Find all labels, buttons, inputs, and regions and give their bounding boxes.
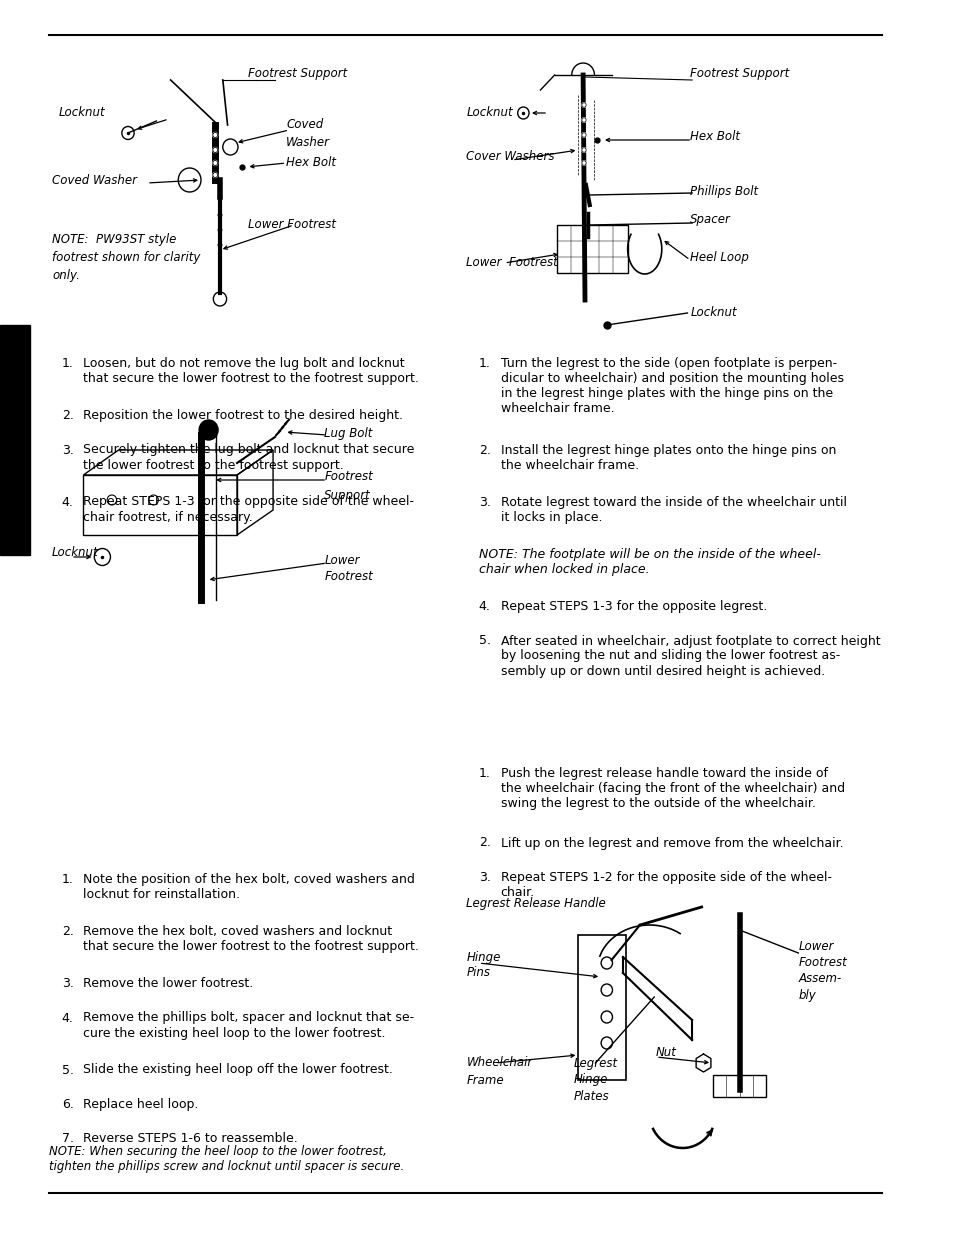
Text: Footrest Support: Footrest Support bbox=[248, 67, 347, 79]
Text: Footrest: Footrest bbox=[324, 571, 373, 583]
Circle shape bbox=[581, 117, 585, 122]
Text: Phillips Bolt: Phillips Bolt bbox=[690, 184, 758, 198]
Text: Footrest: Footrest bbox=[324, 471, 373, 483]
Text: 5.: 5. bbox=[478, 635, 490, 647]
Text: Locknut: Locknut bbox=[466, 106, 513, 120]
Text: Remove the lower footrest.: Remove the lower footrest. bbox=[83, 977, 253, 990]
Circle shape bbox=[213, 173, 217, 178]
Text: Lower  Footrest: Lower Footrest bbox=[466, 257, 558, 269]
Text: Repeat STEPS 1-2 for the opposite side of the wheel-
chair.: Repeat STEPS 1-2 for the opposite side o… bbox=[500, 871, 831, 899]
Text: Loosen, but do not remove the lug bolt and locknut
that secure the lower footres: Loosen, but do not remove the lug bolt a… bbox=[83, 357, 419, 385]
Text: Hex Bolt: Hex Bolt bbox=[690, 131, 740, 143]
Text: 3.: 3. bbox=[62, 977, 73, 990]
Text: Lift up on the legrest and remove from the wheelchair.: Lift up on the legrest and remove from t… bbox=[500, 836, 842, 850]
Text: Pins: Pins bbox=[466, 967, 490, 979]
Text: Securely tighten the lug bolt and locknut that secure
the lower footrest to the : Securely tighten the lug bolt and locknu… bbox=[83, 443, 415, 472]
Text: Install the legrest hinge plates onto the hinge pins on
the wheelchair frame.: Install the legrest hinge plates onto th… bbox=[500, 445, 835, 472]
Text: Locknut: Locknut bbox=[690, 306, 736, 320]
Text: 1.: 1. bbox=[478, 357, 490, 370]
Text: 4.: 4. bbox=[62, 495, 73, 509]
Text: After seated in wheelchair, adjust footplate to correct height
by loosening the : After seated in wheelchair, adjust footp… bbox=[500, 635, 880, 678]
Text: 3.: 3. bbox=[478, 496, 490, 509]
Bar bbox=[578, 935, 625, 1079]
Text: 2.: 2. bbox=[62, 925, 73, 939]
Circle shape bbox=[581, 161, 585, 165]
Bar bbox=[0, 325, 30, 555]
Text: Lower: Lower bbox=[798, 941, 833, 953]
Text: 2.: 2. bbox=[478, 445, 490, 457]
Circle shape bbox=[213, 132, 217, 137]
Text: Repeat STEPS 1-3 for the opposite legrest.: Repeat STEPS 1-3 for the opposite legres… bbox=[500, 600, 766, 613]
Text: 7.: 7. bbox=[62, 1132, 73, 1146]
Text: Remove the phillips bolt, spacer and locknut that se-
cure the existing heel loo: Remove the phillips bolt, spacer and loc… bbox=[83, 1011, 415, 1040]
Text: Wheelchair: Wheelchair bbox=[466, 1056, 532, 1070]
Text: Lower Footrest: Lower Footrest bbox=[248, 219, 336, 231]
Text: Hinge: Hinge bbox=[466, 951, 500, 963]
Text: Locknut: Locknut bbox=[52, 547, 99, 559]
Text: Legrest: Legrest bbox=[573, 1056, 618, 1070]
Text: Support: Support bbox=[324, 489, 371, 501]
Circle shape bbox=[213, 161, 217, 165]
Text: bly: bly bbox=[798, 988, 815, 1002]
Text: 1.: 1. bbox=[62, 873, 73, 885]
Text: Spacer: Spacer bbox=[690, 214, 730, 226]
Text: Locknut: Locknut bbox=[59, 106, 105, 120]
Text: Cover Washers: Cover Washers bbox=[466, 151, 555, 163]
Text: Frame: Frame bbox=[466, 1073, 503, 1087]
Text: 3.: 3. bbox=[478, 871, 490, 884]
Circle shape bbox=[581, 148, 585, 152]
Circle shape bbox=[581, 133, 585, 137]
Text: 1.: 1. bbox=[478, 767, 490, 781]
Text: 3.: 3. bbox=[62, 443, 73, 457]
Text: Replace heel loop.: Replace heel loop. bbox=[83, 1098, 198, 1112]
Text: Note the position of the hex bolt, coved washers and
locknut for reinstallation.: Note the position of the hex bolt, coved… bbox=[83, 873, 415, 902]
Text: Repeat STEPS 1-3 for the opposite side of the wheel-
chair footrest, if necessar: Repeat STEPS 1-3 for the opposite side o… bbox=[83, 495, 414, 524]
Text: NOTE:  PW93ST style
footrest shown for clarity
only.: NOTE: PW93ST style footrest shown for cl… bbox=[52, 233, 200, 282]
Text: Slide the existing heel loop off the lower footrest.: Slide the existing heel loop off the low… bbox=[83, 1063, 393, 1077]
Text: 6.: 6. bbox=[62, 1098, 73, 1112]
Circle shape bbox=[199, 420, 218, 440]
Text: Assem-: Assem- bbox=[798, 972, 841, 986]
Circle shape bbox=[213, 147, 217, 152]
Text: Reposition the lower footrest to the desired height.: Reposition the lower footrest to the des… bbox=[83, 409, 403, 422]
Text: Rotate legrest toward the inside of the wheelchair until
it locks in place.: Rotate legrest toward the inside of the … bbox=[500, 496, 845, 524]
Text: Footrest: Footrest bbox=[798, 956, 846, 969]
Text: Lower: Lower bbox=[324, 553, 359, 567]
Text: Coved Washer: Coved Washer bbox=[52, 173, 137, 186]
Text: Hinge: Hinge bbox=[573, 1073, 607, 1087]
Text: 2.: 2. bbox=[478, 836, 490, 850]
Text: Hex Bolt: Hex Bolt bbox=[286, 157, 336, 169]
Text: 5.: 5. bbox=[62, 1063, 73, 1077]
Text: 4.: 4. bbox=[62, 1011, 73, 1025]
Text: Heel Loop: Heel Loop bbox=[690, 251, 748, 263]
Text: Legrest Release Handle: Legrest Release Handle bbox=[466, 897, 605, 910]
Text: Coved: Coved bbox=[286, 119, 323, 131]
Text: NOTE: The footplate will be on the inside of the wheel-
chair when locked in pla: NOTE: The footplate will be on the insid… bbox=[478, 548, 820, 576]
Text: 4.: 4. bbox=[478, 600, 490, 613]
Text: Nut: Nut bbox=[656, 1046, 677, 1060]
Text: 1.: 1. bbox=[62, 357, 73, 370]
Text: Footrest Support: Footrest Support bbox=[690, 67, 789, 79]
Bar bbox=[556, 225, 627, 273]
Text: Turn the legrest to the side (open footplate is perpen-
dicular to wheelchair) a: Turn the legrest to the side (open footp… bbox=[500, 357, 842, 415]
Text: 2.: 2. bbox=[62, 409, 73, 422]
Text: Push the legrest release handle toward the inside of
the wheelchair (facing the : Push the legrest release handle toward t… bbox=[500, 767, 843, 810]
Bar bbox=[712, 1074, 765, 1097]
Text: Plates: Plates bbox=[573, 1091, 609, 1104]
Text: Reverse STEPS 1-6 to reassemble.: Reverse STEPS 1-6 to reassemble. bbox=[83, 1132, 298, 1146]
Text: Lug Bolt: Lug Bolt bbox=[324, 426, 373, 440]
Text: NOTE: When securing the heel loop to the lower footrest,
tighten the phillips sc: NOTE: When securing the heel loop to the… bbox=[50, 1145, 404, 1173]
Text: Remove the hex bolt, coved washers and locknut
that secure the lower footrest to: Remove the hex bolt, coved washers and l… bbox=[83, 925, 419, 953]
Text: Washer: Washer bbox=[286, 137, 330, 149]
Circle shape bbox=[581, 103, 585, 107]
